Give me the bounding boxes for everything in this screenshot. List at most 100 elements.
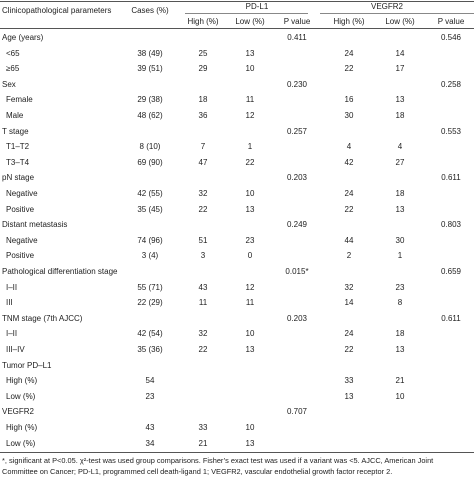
cell-p1: 0.411 bbox=[287, 33, 307, 42]
cell-h1: 3 bbox=[200, 251, 206, 261]
footnote-line-2: Committee on Cancer; PD-L1, programmed c… bbox=[2, 467, 393, 476]
cell-cases: 22 (29) bbox=[137, 298, 163, 308]
cell-l1: 13 bbox=[245, 345, 255, 354]
cell-l1: 23 bbox=[245, 235, 255, 245]
cell-cases: 69 (90) bbox=[137, 157, 163, 167]
cell-p2: 0.803 bbox=[440, 220, 462, 230]
cell-p1: 0.257 bbox=[286, 126, 308, 136]
cell-cases: 54 bbox=[145, 376, 155, 386]
cell-l1: 11 bbox=[245, 95, 255, 105]
cell-p1: 0.707 bbox=[286, 407, 308, 417]
row-category-label: pN stage bbox=[2, 173, 35, 183]
cell-cases: 23 bbox=[145, 391, 155, 401]
cell-l1: 12 bbox=[245, 111, 255, 120]
footnote-line-1: *, significant at P<0.05. χ²-test was us… bbox=[2, 456, 434, 465]
row-sublabel: Negative bbox=[6, 189, 38, 198]
cell-p1: 0.203 bbox=[286, 313, 308, 323]
cases-header: Cases (%) bbox=[131, 6, 169, 15]
cell-cases: 48 (62) bbox=[137, 111, 163, 120]
cell-h2: 16 bbox=[344, 95, 354, 105]
cell-l1: 0 bbox=[247, 251, 253, 261]
group-rule-pdl1 bbox=[185, 13, 308, 14]
param-header: Clinicopathological parameters bbox=[2, 6, 112, 15]
row-sublabel: Negative bbox=[6, 235, 38, 245]
row-sublabel: High (%) bbox=[6, 423, 38, 432]
row-sublabel: ≥65 bbox=[6, 64, 20, 74]
row-sublabel: Low (%) bbox=[6, 438, 36, 448]
cell-l1: 13 bbox=[245, 438, 255, 448]
cell-cases: 39 (51) bbox=[137, 64, 163, 74]
cell-cases: 34 bbox=[145, 438, 155, 448]
cell-l1: 10 bbox=[245, 329, 255, 339]
cell-l2: 13 bbox=[395, 95, 405, 105]
cell-l1: 13 bbox=[245, 204, 255, 214]
cell-h2: 22 bbox=[344, 64, 354, 74]
row-sublabel: Positive bbox=[6, 204, 35, 214]
row-sublabel: T3–T4 bbox=[6, 157, 30, 167]
cell-p2: 0.611 bbox=[441, 173, 461, 183]
cell-h2: 22 bbox=[344, 204, 354, 214]
cell-l2: 17 bbox=[395, 64, 405, 74]
cell-h1: 22 bbox=[198, 345, 208, 354]
cell-l2: 18 bbox=[395, 329, 405, 339]
cell-h1: 43 bbox=[198, 282, 208, 292]
row-sublabel: <65 bbox=[6, 48, 20, 58]
cell-h2: 14 bbox=[344, 298, 354, 308]
table-footnote: *, significant at P<0.05. χ²-test was us… bbox=[2, 455, 474, 477]
cell-h1: 47 bbox=[198, 157, 208, 167]
cell-l2: 13 bbox=[395, 345, 405, 354]
cell-h2: 24 bbox=[344, 48, 354, 58]
cell-cases: 38 (49) bbox=[137, 48, 163, 58]
cell-p1: 0.203 bbox=[286, 173, 308, 183]
row-category-label: Distant metastasis bbox=[2, 220, 68, 230]
cell-l1: 13 bbox=[245, 48, 255, 58]
row-category-label: Pathological differentiation stage bbox=[2, 267, 118, 276]
header-rule bbox=[0, 28, 474, 29]
cell-p1: 0.015* bbox=[285, 267, 309, 276]
cell-l1: 10 bbox=[245, 189, 255, 198]
cell-l2: 8 bbox=[397, 298, 403, 308]
row-category-label: Sex bbox=[2, 79, 16, 89]
cell-h1: 32 bbox=[198, 189, 208, 198]
cell-cases: 74 (96) bbox=[137, 235, 163, 245]
cell-h2: 30 bbox=[344, 111, 354, 120]
row-sublabel: I–II bbox=[6, 282, 18, 292]
row-sublabel: High (%) bbox=[6, 376, 38, 386]
cell-cases: 8 (10) bbox=[139, 142, 161, 152]
cell-l1: 1 bbox=[247, 142, 253, 152]
cell-cases: 55 (71) bbox=[137, 282, 163, 292]
cell-p2: 0.258 bbox=[440, 79, 462, 89]
cell-h2: 44 bbox=[344, 235, 354, 245]
vegfr2-low-header: Low (%) bbox=[385, 17, 415, 26]
cell-cases: 43 bbox=[145, 423, 155, 432]
row-sublabel: Male bbox=[6, 111, 24, 120]
cell-cases: 35 (36) bbox=[137, 345, 163, 354]
cell-l2: 21 bbox=[395, 376, 405, 386]
cell-l2: 18 bbox=[395, 189, 405, 198]
cell-h1: 29 bbox=[198, 64, 208, 74]
row-sublabel: I–II bbox=[6, 329, 18, 339]
cell-h1: 32 bbox=[198, 329, 208, 339]
cell-l1: 11 bbox=[245, 298, 255, 308]
vegfr2-group-header: VEGFR2 bbox=[370, 2, 404, 11]
cell-h2: 22 bbox=[344, 345, 354, 354]
vegfr2-p-header: P value bbox=[437, 17, 465, 26]
cell-p2: 0.546 bbox=[440, 33, 462, 42]
cell-l2: 18 bbox=[395, 111, 405, 120]
cell-cases: 42 (54) bbox=[137, 329, 163, 339]
cell-h2: 24 bbox=[344, 189, 354, 198]
cell-h1: 25 bbox=[198, 48, 208, 58]
cell-h2: 4 bbox=[346, 142, 352, 152]
cell-l1: 12 bbox=[245, 282, 255, 292]
cell-cases: 42 (55) bbox=[137, 189, 163, 198]
cell-l1: 10 bbox=[245, 64, 255, 74]
pdl1-p-header: P value bbox=[283, 17, 311, 26]
cell-h2: 13 bbox=[344, 391, 354, 401]
bottom-rule bbox=[0, 452, 474, 453]
row-category-label: T stage bbox=[2, 126, 29, 136]
row-sublabel: Positive bbox=[6, 251, 35, 261]
cell-l1: 10 bbox=[245, 423, 255, 432]
cell-cases: 29 (38) bbox=[137, 95, 163, 105]
cell-h1: 7 bbox=[200, 142, 206, 152]
cell-l2: 10 bbox=[395, 391, 405, 401]
